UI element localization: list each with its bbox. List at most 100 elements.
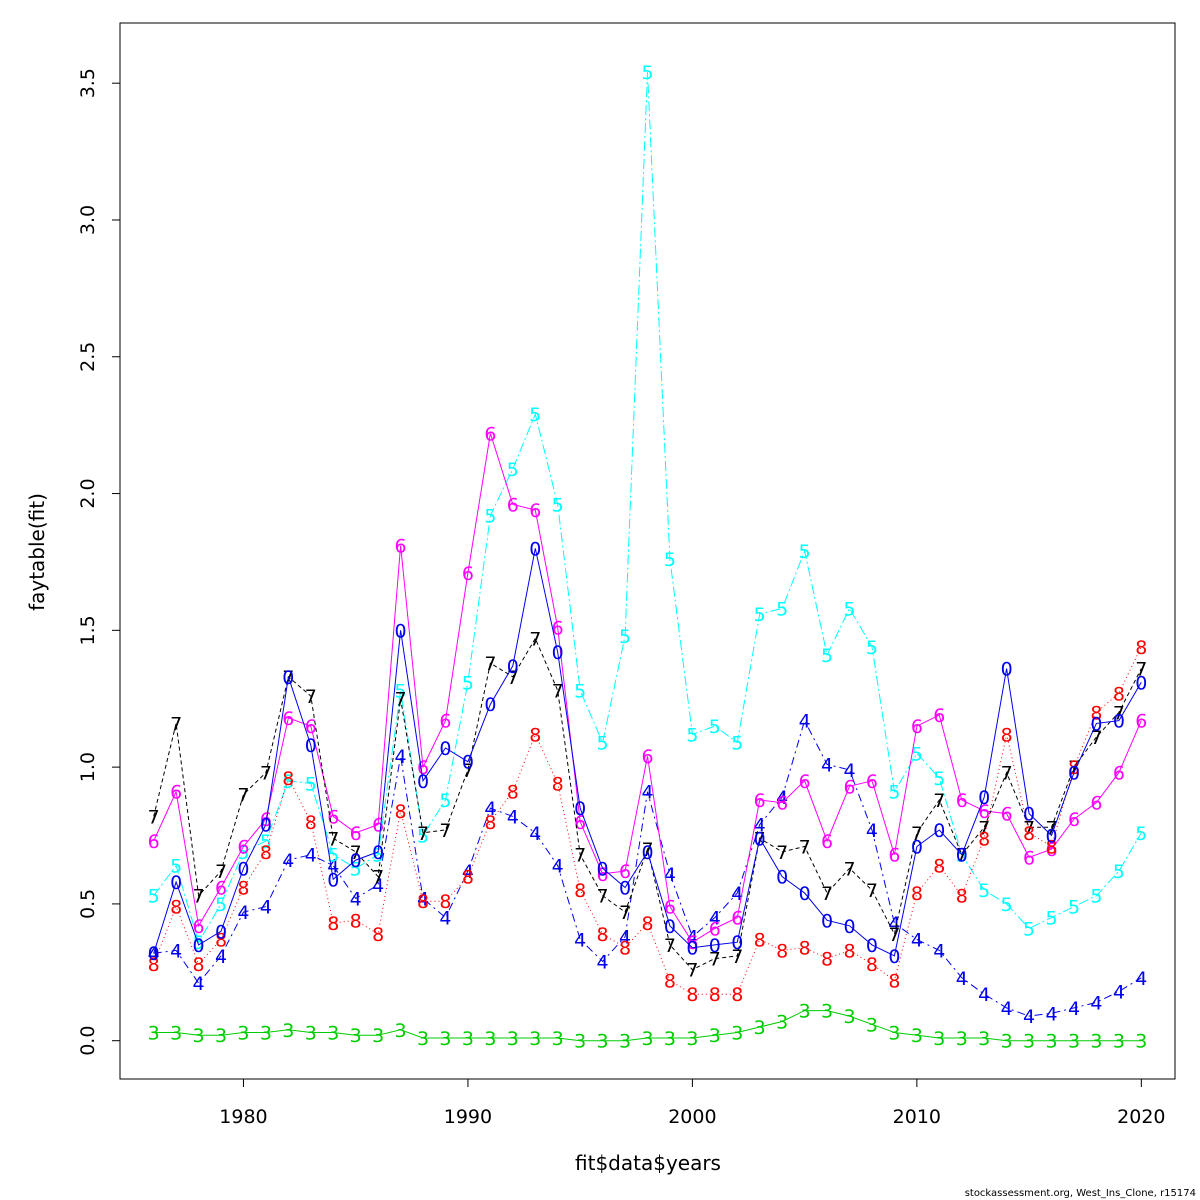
- data-point: 5: [597, 733, 609, 755]
- data-point: 5: [507, 459, 519, 481]
- data-point: 3: [417, 1028, 429, 1050]
- data-point: 3: [1113, 1031, 1125, 1053]
- data-point: 3: [597, 1031, 609, 1053]
- data-point: 0: [664, 916, 676, 938]
- data-point: 4: [484, 798, 496, 820]
- data-point: 6: [956, 790, 968, 812]
- data-point: 8: [664, 971, 676, 993]
- data-point: 8: [552, 774, 564, 796]
- data-point: 5: [709, 716, 721, 738]
- data-point: 7: [1045, 817, 1057, 839]
- data-point: 3: [1001, 1031, 1013, 1053]
- data-point: 5: [641, 62, 653, 84]
- data-point: 4: [1045, 1003, 1057, 1025]
- data-point: 8: [1068, 757, 1080, 779]
- data-point: 8: [170, 897, 182, 919]
- data-point: 4: [956, 968, 968, 990]
- data-point: 7: [507, 667, 519, 689]
- data-point: 4: [193, 973, 205, 995]
- data-point: 4: [597, 951, 609, 973]
- data-point: 8: [574, 880, 586, 902]
- data-point: 0: [911, 836, 923, 858]
- data-point: 6: [305, 716, 317, 738]
- data-point: 3: [439, 1028, 451, 1050]
- data-point: 5: [933, 768, 945, 790]
- data-point: 6: [170, 782, 182, 804]
- data-point: 8: [754, 929, 766, 951]
- data-point: 6: [1023, 847, 1035, 869]
- data-point: 6: [1001, 804, 1013, 826]
- data-point: 5: [731, 733, 743, 755]
- data-point: 3: [888, 1022, 900, 1044]
- data-point: 5: [552, 494, 564, 516]
- data-point: 8: [237, 877, 249, 899]
- data-point: 5: [395, 681, 407, 703]
- data-point: 4: [1135, 968, 1147, 990]
- data-point: 7: [529, 629, 541, 651]
- data-point: 5: [888, 782, 900, 804]
- data-point: 0: [597, 858, 609, 880]
- data-point: 0: [148, 943, 160, 965]
- y-tick-label: 2.5: [77, 342, 99, 372]
- data-point: 6: [843, 776, 855, 798]
- data-point: 4: [395, 746, 407, 768]
- data-point: 0: [237, 858, 249, 880]
- data-point: 6: [664, 897, 676, 919]
- data-point: 7: [978, 817, 990, 839]
- data-point: 3: [215, 1025, 227, 1047]
- data-point: 3: [843, 1006, 855, 1028]
- data-point: 5: [237, 842, 249, 864]
- data-point: 3: [237, 1022, 249, 1044]
- data-point: 4: [529, 823, 541, 845]
- data-point: 4: [574, 929, 586, 951]
- data-point: 3: [978, 1028, 990, 1050]
- data-point: 0: [305, 735, 317, 757]
- data-point: 3: [754, 1017, 766, 1039]
- data-point: 0: [776, 867, 788, 889]
- data-point: 5: [417, 826, 429, 848]
- data-point: 5: [574, 681, 586, 703]
- data-point: 4: [237, 902, 249, 924]
- data-point: 3: [350, 1025, 362, 1047]
- data-point: 6: [641, 746, 653, 768]
- data-point: 6: [754, 790, 766, 812]
- data-point: 0: [484, 694, 496, 716]
- data-point: 0: [641, 842, 653, 864]
- data-point: 8: [1090, 702, 1102, 724]
- data-point: 3: [574, 1031, 586, 1053]
- data-point: 0: [574, 798, 586, 820]
- data-point: 3: [641, 1028, 653, 1050]
- data-point: 0: [193, 935, 205, 957]
- data-point: 4: [1001, 998, 1013, 1020]
- data-point: 8: [1045, 836, 1057, 858]
- x-tick-label: 2010: [893, 1106, 941, 1128]
- data-point: 4: [933, 940, 945, 962]
- y-tick-label: 3.5: [77, 68, 99, 98]
- data-point: 7: [552, 681, 564, 703]
- data-point: 6: [237, 836, 249, 858]
- y-tick-label: 1.5: [77, 615, 99, 645]
- data-point: 8: [1023, 823, 1035, 845]
- data-point: 5: [776, 598, 788, 620]
- data-point: 7: [686, 960, 698, 982]
- data-point: 8: [350, 910, 362, 932]
- data-point: 8: [821, 949, 833, 971]
- data-point: 3: [372, 1025, 384, 1047]
- x-tick-label: 2000: [668, 1106, 716, 1128]
- data-point: 0: [327, 869, 339, 891]
- data-point: 3: [1135, 1031, 1147, 1053]
- data-point: 6: [282, 708, 294, 730]
- data-point: 7: [597, 886, 609, 908]
- data-point: 8: [888, 971, 900, 993]
- data-point: 7: [799, 836, 811, 858]
- data-point: 6: [439, 711, 451, 733]
- x-axis-title: fit$data$years: [575, 1151, 721, 1175]
- data-point: 6: [731, 908, 743, 930]
- data-point: 8: [395, 801, 407, 823]
- data-point: 3: [529, 1028, 541, 1050]
- data-point: 3: [911, 1025, 923, 1047]
